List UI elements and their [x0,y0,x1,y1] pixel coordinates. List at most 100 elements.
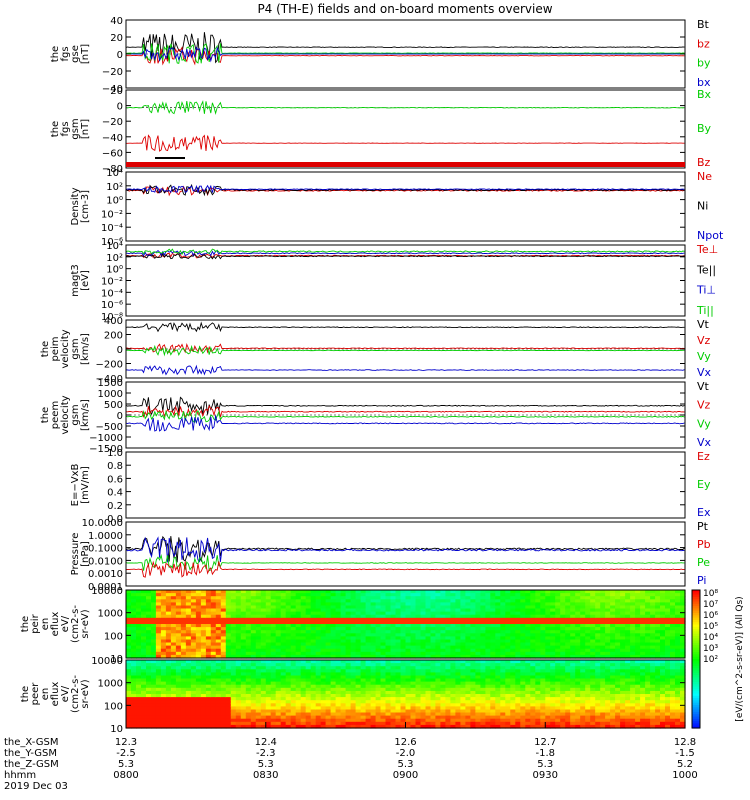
heatmap-cell [635,636,641,641]
heatmap-cell [435,687,441,692]
heatmap-cell [170,636,177,641]
heatmap-cell [215,721,222,726]
heatmap-cell [515,666,521,670]
heatmap-cell [455,654,461,659]
heatmap-cell [180,611,187,616]
heatmap-cell [385,645,392,650]
heatmap-cell [590,617,596,622]
heatmap-cell [260,645,267,650]
heatmap-cell [390,700,397,704]
heatmap-cell [465,630,471,634]
heatmap-cell [455,690,461,695]
y-axis-label-line: peim [50,336,61,361]
heatmap-cell [165,608,172,613]
heatmap-cell [220,697,227,701]
heatmap-cell [465,599,471,603]
heatmap-cell [160,663,167,667]
heatmap-cell [505,703,511,707]
heatmap-cell [455,678,461,683]
heatmap-cell [515,672,521,677]
heatmap-cell [350,633,357,637]
heatmap-cell [680,651,686,656]
heatmap-cell [200,620,207,625]
heatmap-cell [535,605,541,610]
heatmap-cell [355,608,362,613]
heatmap-cell [550,614,556,619]
heatmap-cell [190,678,197,683]
heatmap-cell [650,608,656,613]
heatmap-cell [380,715,387,720]
heatmap-cell [465,687,471,692]
heatmap-cell [390,669,397,673]
heatmap-cell [510,724,516,729]
heatmap-cell [340,666,347,670]
heatmap-cell [680,596,686,600]
heatmap-cell [655,654,661,659]
heatmap-cell [295,624,302,628]
heatmap-cell [146,633,152,637]
heatmap-cell [560,675,566,680]
heatmap-cell [635,614,641,619]
heatmap-cell [425,724,432,729]
heatmap-cell [595,620,601,625]
heatmap-cell [560,684,566,689]
heatmap-cell [605,639,611,644]
heatmap-cell [385,627,392,631]
heatmap-cell [510,630,516,634]
heatmap-cell [475,596,481,600]
heatmap-cell [146,715,152,720]
heatmap-cell [615,608,621,613]
heatmap-cell [550,694,556,698]
heatmap-cell [515,715,521,720]
heatmap-cell [210,721,217,726]
heatmap-cell [245,648,252,653]
heatmap-cell [280,642,287,647]
heatmap-cell [470,724,476,729]
heatmap-cell [190,605,197,610]
heatmap-cell [275,651,282,656]
heatmap-cell [405,645,412,650]
heatmap-cell [131,669,137,673]
heatmap-cell [560,703,566,707]
heatmap-cell [250,690,257,695]
heatmap-cell [220,590,227,594]
heatmap-cell [470,620,476,625]
heatmap-cell [370,627,377,631]
heatmap-cell [160,712,167,717]
heatmap-cell [375,602,382,607]
y-axis-label-line: sr-eV) [80,609,91,638]
heatmap-cell [505,617,511,622]
heatmap-cell [225,617,232,622]
heatmap-cell [200,627,207,631]
heatmap-cell [330,627,337,631]
heatmap-cell [180,642,187,647]
heatmap-cell [520,590,526,594]
heatmap-cell [490,654,496,659]
heatmap-cell [485,639,491,644]
y-axis-label-line: Density [70,187,81,225]
heatmap-cell [545,703,551,707]
heatmap-cell [270,593,277,597]
heatmap-cell [605,651,611,656]
heatmap-cell [665,642,671,647]
heatmap-cell [390,697,397,701]
heatmap-cell [405,654,412,659]
heatmap-cell [535,590,541,594]
heatmap-cell [630,672,636,677]
heatmap-cell [325,648,332,653]
heatmap-cell [470,590,476,594]
heatmap-cell [300,697,307,701]
heatmap-cell [540,605,546,610]
heatmap-cell [390,593,397,597]
heatmap-cell [265,669,272,673]
heatmap-cell [440,645,446,650]
heatmap-cell [165,593,172,597]
heatmap-cell [645,608,651,613]
heatmap-cell [405,709,412,714]
heatmap-cell [325,593,332,597]
heatmap-cell [345,651,352,656]
y-axis-label: the fgs gsm [nT] [50,118,91,139]
heatmap-cell [475,624,481,628]
heatmap-cell [265,678,272,683]
